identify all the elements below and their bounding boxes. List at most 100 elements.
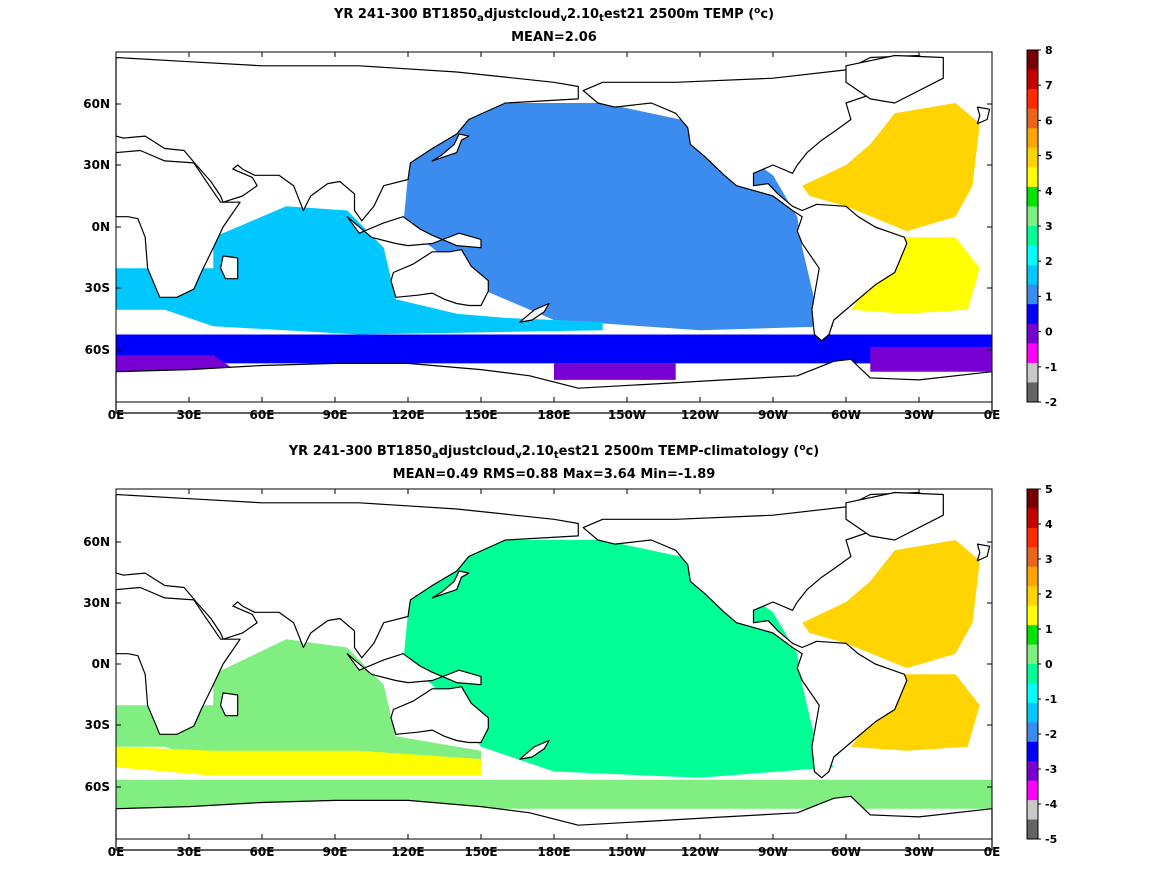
colorbar-tick-label: 0 bbox=[1045, 658, 1053, 671]
top-map-chart: 0E 30E 60E 90E 120E 150E 180E 150W 120W 90W 60W 30W… bbox=[83, 44, 1057, 422]
colorbar-swatch bbox=[1027, 362, 1038, 383]
colorbar-swatch bbox=[1027, 323, 1038, 344]
x-tick-label: 150E bbox=[464, 408, 497, 422]
colorbar-swatch bbox=[1027, 186, 1038, 207]
y-tick-label: 60S bbox=[85, 343, 110, 357]
y-tick-label: 30S bbox=[85, 718, 110, 732]
africa-land bbox=[115, 149, 241, 298]
colorbar-swatch bbox=[1027, 566, 1038, 587]
colorbar-tick-label: -1 bbox=[1045, 361, 1057, 374]
x-tick-label: 150W bbox=[608, 408, 646, 422]
top-chart-title: YR 241-300 BT1850adjustcloudv2.10test21 … bbox=[333, 6, 775, 24]
ocean-region-north-atlantic bbox=[850, 674, 980, 751]
colorbar-swatch bbox=[1027, 226, 1038, 247]
colorbar-tick-label: -2 bbox=[1045, 728, 1057, 741]
colorbar-swatch bbox=[1027, 605, 1038, 626]
y-tick-label: 0N bbox=[92, 220, 110, 234]
x-tick-label: 60W bbox=[831, 845, 861, 859]
madagascar-land bbox=[220, 255, 239, 280]
x-tick-label: 120E bbox=[391, 408, 424, 422]
colorbar-swatch bbox=[1027, 508, 1038, 529]
colorbar-swatch bbox=[1027, 69, 1038, 90]
map-group-1: 0E 30E 60E 90E 120E 150E 180E 150W 120W 90W 60W 30W… bbox=[83, 483, 1057, 859]
colorbar-tick-label: 7 bbox=[1045, 79, 1053, 92]
madagascar-land bbox=[220, 692, 239, 717]
colorbar-swatch bbox=[1027, 664, 1038, 684]
colorbar-swatch bbox=[1027, 245, 1038, 266]
colorbar-swatch bbox=[1027, 128, 1038, 149]
x-tick-label: 60E bbox=[250, 408, 275, 422]
map-group-0: 0E 30E 60E 90E 120E 150E 180E 150W 120W 90W 60W 30W… bbox=[83, 44, 1057, 422]
x-tick-label: 30W bbox=[904, 408, 934, 422]
ocean-region-north-atlantic bbox=[802, 540, 980, 669]
x-tick-label: 120E bbox=[391, 845, 424, 859]
indonesia-land bbox=[346, 653, 482, 686]
colorbar-swatch bbox=[1027, 741, 1038, 762]
colorbar-tick-label: 6 bbox=[1045, 114, 1053, 127]
x-tick-label: 90W bbox=[758, 408, 788, 422]
colorbar-swatch bbox=[1027, 489, 1038, 509]
x-tick-label: 60E bbox=[250, 845, 275, 859]
eurasia-land bbox=[115, 493, 579, 659]
bottom-chart-title: YR 241-300 BT1850adjustcloudv2.10test21 … bbox=[288, 443, 820, 461]
x-tick-label: 0E bbox=[108, 845, 125, 859]
x-tick-label: 180E bbox=[537, 408, 570, 422]
colorbar-tick-label: 5 bbox=[1045, 483, 1053, 496]
colorbar-tick-label: -5 bbox=[1045, 833, 1057, 846]
ocean-region-north-atlantic bbox=[802, 103, 980, 232]
ocean-region-indian bbox=[116, 206, 603, 335]
britain-land bbox=[976, 543, 991, 562]
colorbar-swatch bbox=[1027, 284, 1038, 305]
britain-land bbox=[976, 106, 991, 125]
colorbar-swatch bbox=[1027, 265, 1038, 286]
colorbar-tick-label: 2 bbox=[1045, 255, 1053, 268]
indonesia-land bbox=[346, 216, 482, 249]
x-tick-label: 90W bbox=[758, 845, 788, 859]
x-tick-label: 90E bbox=[323, 845, 348, 859]
ocean-region-weddell-ross bbox=[554, 363, 676, 380]
colorbar-swatch bbox=[1027, 304, 1038, 325]
japan-land bbox=[431, 570, 470, 599]
greenland-land bbox=[845, 54, 944, 104]
x-tick-label: 30E bbox=[177, 845, 202, 859]
colorbar-swatch bbox=[1027, 147, 1038, 168]
colorbar-swatch bbox=[1027, 382, 1038, 403]
colorbar-swatch bbox=[1027, 108, 1038, 129]
x-tick-label: 120W bbox=[681, 408, 719, 422]
colorbar-swatch bbox=[1027, 625, 1038, 646]
x-tick-label: 90E bbox=[323, 408, 348, 422]
colorbar-swatch bbox=[1027, 780, 1038, 801]
ocean-region-south-atlantic bbox=[850, 237, 980, 314]
y-tick-label: 0N bbox=[92, 657, 110, 671]
newzealand-land bbox=[519, 739, 550, 760]
colorbar-swatch bbox=[1027, 722, 1038, 743]
colorbar-swatch bbox=[1027, 547, 1038, 568]
colorbar-swatch bbox=[1027, 761, 1038, 782]
colorbar-tick-label: -3 bbox=[1045, 763, 1057, 776]
x-tick-label: 150E bbox=[464, 845, 497, 859]
africa-land bbox=[115, 586, 241, 735]
greenland-land bbox=[845, 491, 944, 541]
colorbar-swatch bbox=[1027, 89, 1038, 110]
y-tick-label: 60N bbox=[83, 535, 110, 549]
colorbar-tick-label: 8 bbox=[1045, 44, 1053, 57]
colorbar-swatch bbox=[1027, 644, 1038, 665]
y-tick-label: 30S bbox=[85, 281, 110, 295]
x-tick-label: 0E bbox=[984, 408, 1001, 422]
x-tick-label: 0E bbox=[108, 408, 125, 422]
x-tick-label: 180E bbox=[537, 845, 570, 859]
australia-land bbox=[390, 686, 489, 744]
colorbar-swatch bbox=[1027, 800, 1038, 821]
colorbar-swatch bbox=[1027, 50, 1038, 71]
colorbar-swatch bbox=[1027, 702, 1038, 723]
x-tick-label: 150W bbox=[608, 845, 646, 859]
colorbar-swatch bbox=[1027, 527, 1038, 548]
australia-land bbox=[390, 249, 489, 307]
colorbar-tick-label: 3 bbox=[1045, 220, 1053, 233]
ocean-region-southern-band bbox=[116, 746, 481, 776]
ocean-region-indian bbox=[116, 639, 481, 764]
colorbar-tick-label: 5 bbox=[1045, 150, 1053, 163]
x-tick-label: 120W bbox=[681, 845, 719, 859]
newzealand-land bbox=[519, 302, 550, 323]
